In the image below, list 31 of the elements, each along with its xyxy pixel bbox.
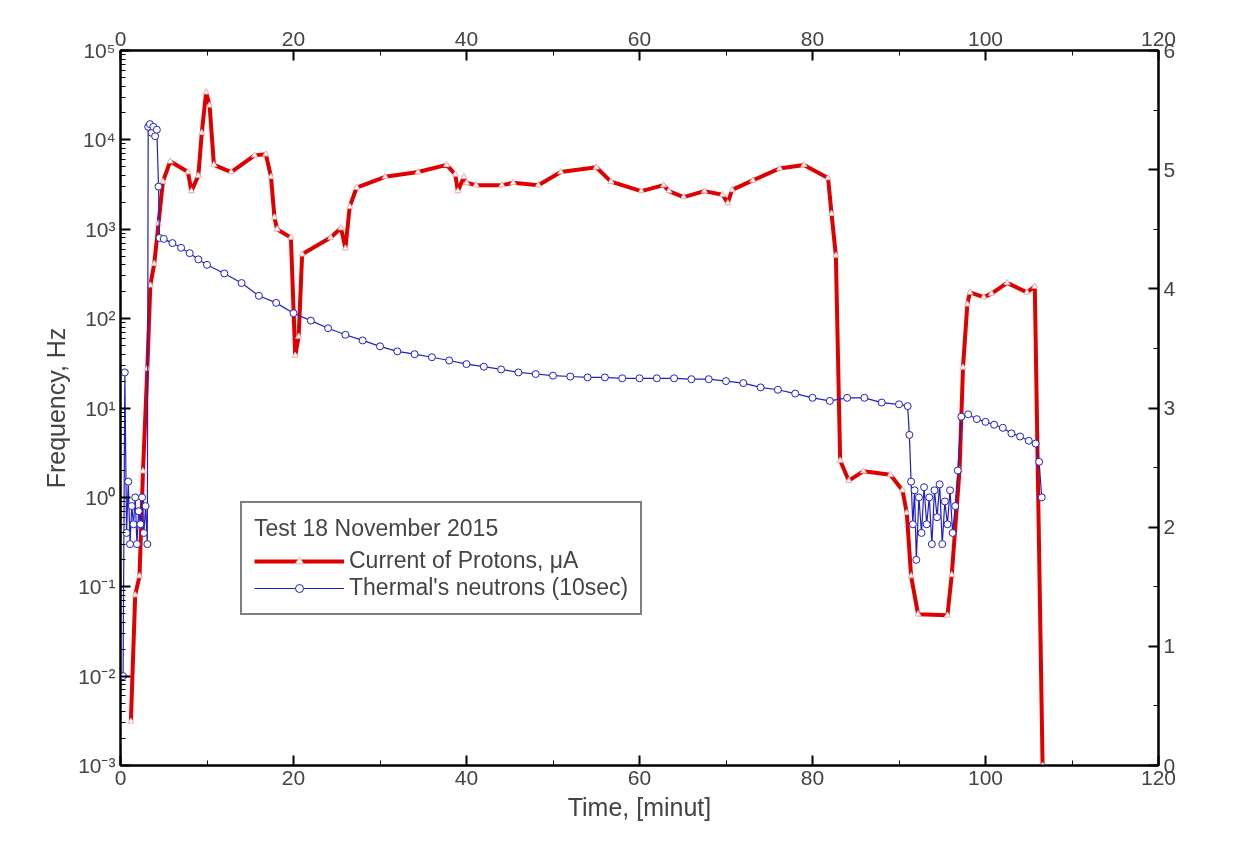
x-tick-label: 0	[114, 765, 127, 789]
legend-title: Test 18 November 2015	[254, 515, 500, 542]
y-tick-label: 10⁻¹	[78, 575, 116, 599]
y2-tick-label: 1	[1163, 634, 1176, 658]
x2-tick-label: 80	[800, 26, 825, 50]
x2-tick-label: 60	[627, 26, 652, 50]
legend-label: Current of Protons, μA	[349, 547, 579, 574]
x-tick-label: 100	[967, 765, 1004, 789]
y2-tick-label: 5	[1163, 157, 1176, 181]
y2-tick-label: 3	[1163, 396, 1176, 419]
x2-tick-label: 40	[454, 26, 479, 50]
legend-label: Thermal's neutrons (10sec)	[349, 574, 629, 601]
y-axis-title: Frequency, Hz	[42, 327, 71, 489]
x-tick-label: 60	[627, 765, 652, 789]
y-tick-label: 10⁻²	[78, 664, 116, 688]
y-tick-label: 10⁴	[83, 128, 116, 152]
y-tick-label: 10²	[85, 307, 116, 331]
x2-tick-label: 20	[281, 26, 306, 50]
y-tick-label: 10¹	[85, 396, 116, 420]
y2-tick-label: 4	[1163, 276, 1176, 300]
x-axis-title: Time, [minut]	[567, 792, 712, 821]
y-tick-label: 10⁰	[85, 485, 116, 509]
y2-tick-label: 2	[1163, 515, 1176, 539]
x-tick-label: 80	[800, 765, 825, 789]
x-tick-label: 40	[454, 765, 479, 789]
x2-tick-label: 0	[114, 26, 127, 50]
x-tick-label: 20	[281, 765, 306, 789]
y-tick-label: 10⁻³	[78, 754, 116, 777]
x2-tick-label: 100	[967, 26, 1004, 50]
y-tick-label: 10³	[85, 217, 116, 241]
y-tick-label: 10⁵	[83, 39, 116, 62]
